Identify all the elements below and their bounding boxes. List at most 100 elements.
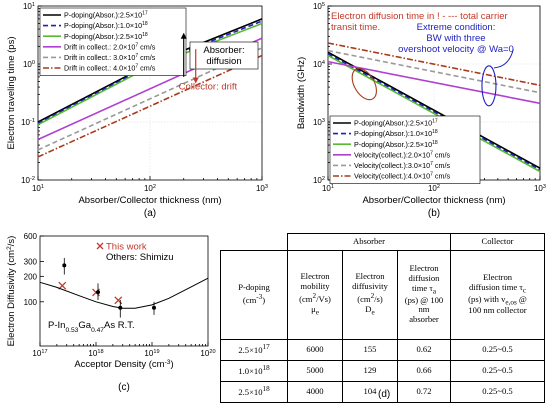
table-cell-tau-c: 0.25~0.5 [450,359,545,382]
x-tick-label: 101 [322,184,334,193]
y-axis-label: Electron Diffusivity (cm2/s) [6,236,18,347]
x-tick-label: 103 [534,184,546,193]
pdoping-header: P-doping (cm-3) [220,249,288,340]
y-tick-label: 105 [313,2,325,11]
x-axis-label: Acceptor Density (cm-3) [74,359,173,371]
table-cell-mobility: 4000 [287,380,343,403]
material-annotation: P-In0.53Ga0.47As R.T. [48,320,135,334]
table-row: 2.5×1018 4000 104 0.72 0.25~0.5 [220,380,545,403]
legend-others: Others: Shimizu [106,252,174,263]
annotation-extreme: Extreme condition: BW with three overshoot… [398,22,514,55]
panel-label: (c) [118,382,130,393]
panel-label: (a) [144,208,156,219]
x-tick-label: 1019 [144,349,159,358]
table-cell-tau-a: 0.72 [397,380,451,403]
absorber-header: Absorber [287,233,451,251]
table-cell-mobility: 5000 [287,359,343,382]
legend-entry: Drift in collect.: 4.0×107 cm/s [64,64,156,73]
table-cell-tau-a: 0.62 [397,338,451,361]
table-cell-pdoping: 2.5×1018 [220,380,288,403]
legend-this-work: This work [106,242,147,253]
series-line [327,42,541,87]
legend-entry: P-doping(Absor.):2.5×1018 [354,140,438,149]
x-tick-label: 102 [144,184,156,193]
table-cell-diffusivity: 155 [342,338,398,361]
x-tick-label: 1017 [32,349,47,358]
arrow-down-head [192,77,199,84]
legend-entry: P-doping(Absor.):2.5×1017 [354,119,438,128]
diffusivity-header: Electron diffusivity (cm2/s) De [342,249,398,340]
y-tick-label: 300 [24,257,38,266]
y-tick-label: 100 [23,60,35,69]
legend-marker-x [96,242,104,250]
data-table: Absorber Collector P-doping (cm-3) Electr… [220,233,545,403]
plot-frame [39,235,209,347]
annotation-box-absorber [189,41,259,70]
annotation-collector: Collector: drift [179,82,238,93]
arrow-up-head [180,32,187,39]
annotation-absorber: Absorber: diffusion [203,45,244,67]
table-cell-diffusivity: 129 [342,359,398,382]
legend-entry: Velocity(collect.):4.0×107 cm/s [354,172,450,181]
x-tick-label: 1018 [88,349,103,358]
x-tick-label: 1020 [200,349,215,358]
y-axis-label: Bandwidth (GHz) [296,57,307,129]
annotation-ellipse-red [351,68,377,101]
table-cell-tau-c: 0.25~0.5 [450,338,545,361]
table-cell-pdoping: 2.5×1017 [220,338,288,361]
panel-c: 1017 1018 1019 1020 100 200 300 600 Acceptor Den… [6,232,216,393]
legend-entry: P-doping(Absor.):2.5×1018 [64,32,148,41]
x-tick-label: 103 [256,184,268,193]
data-point-shimizu [96,290,100,295]
x-axis-label: Absorber/Collector thickness (nm) [362,195,505,206]
y-tick-label: 101 [23,2,35,11]
annotation-ellipse-blue [481,65,497,107]
y-tick-label: 100 [24,298,38,307]
series-line [37,47,263,151]
table-cell-tau-a: 0.66 [397,359,451,382]
data-point-shimizu [62,263,67,268]
table-header-row: P-doping (cm-3) Electron mobility (cm2/Vs) μ… [220,249,545,340]
plot-frame [37,5,263,181]
table-cell-pdoping: 1.0×1018 [220,359,288,382]
series-line [327,54,541,173]
y-tick-label: 104 [313,60,325,69]
legend-entry: P-doping(Absor.):1.0×1018 [64,21,148,30]
table-cell-mobility: 6000 [287,338,343,361]
tau-c-header: Electron diffusion time τc (ps) with ve,os… [450,249,545,340]
table-row: 1.0×1018 5000 129 0.66 0.25~0.5 [220,359,545,382]
legend-entry: Velocity(collect.):3.0×107 cm/s [354,161,450,170]
data-point-shimizu [152,305,156,310]
legend-entry: Drift in collect.: 3.0×107 cm/s [64,53,156,62]
series-line [37,20,263,125]
series-line [327,49,541,94]
table-corner [220,233,288,251]
x-tick-label: 102 [428,184,440,193]
legend-box [39,7,187,76]
panel-label: (b) [428,208,440,219]
panel-a: 101 102 103 10-2 10-1 100 101 Absorber/Collecto… [6,2,268,219]
table-group-header-row: Absorber Collector [220,233,545,251]
y-axis-label: Electron traveling time (ps) [6,37,17,150]
series-line [37,54,263,158]
series-line [327,60,541,105]
panel-label-d: (d) [378,389,391,400]
table-row: 2.5×1017 6000 155 0.62 0.25~0.5 [220,338,545,361]
model-curve [39,277,209,309]
panel-b: 101 102 103102103104105Absorber/Collector … [296,2,546,219]
legend-entry: P-doping(Absor.):2.5×1017 [64,11,148,20]
x-tick-label: 101 [32,184,44,193]
legend-entry: Velocity(collect.):2.0×107 cm/s [354,150,450,159]
mobility-header: Electron mobility (cm2/Vs) μe [287,249,343,340]
y-tick-label: 103 [313,118,325,127]
y-tick-label: 10-1 [21,118,35,127]
table-cell-tau-c: 0.25~0.5 [450,380,545,403]
x-axis-label: Absorber/Collector thickness (nm) [78,195,221,206]
y-tick-label: 200 [24,272,38,281]
series-line [327,51,541,169]
y-tick-label: 102 [313,176,325,185]
data-point-this-work [114,296,123,305]
y-tick-label: 10-2 [21,176,35,185]
legend-entry: Drift in collect.: 2.0×107 cm/s [64,42,156,51]
